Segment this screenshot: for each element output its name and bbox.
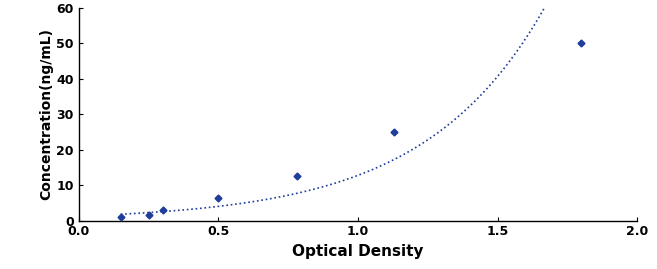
- X-axis label: Optical Density: Optical Density: [292, 244, 424, 259]
- Y-axis label: Concentration(ng/mL): Concentration(ng/mL): [39, 28, 54, 200]
